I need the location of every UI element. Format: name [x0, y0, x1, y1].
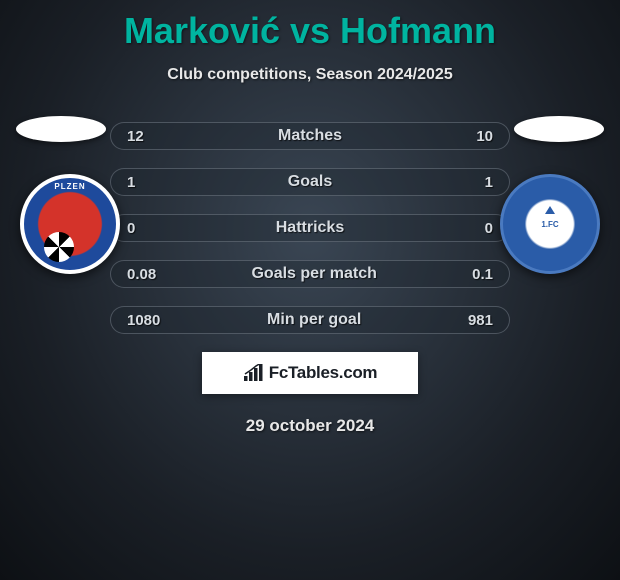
- stat-label: Hattricks: [276, 219, 344, 237]
- team-logo-right: 1.FC: [500, 174, 600, 274]
- stat-label: Matches: [278, 127, 342, 145]
- stat-row: 1080 Min per goal 981: [110, 306, 510, 334]
- brand-text: FcTables.com: [269, 363, 378, 383]
- page-title: Marković vs Hofmann: [0, 0, 620, 52]
- stat-left-value: 0.08: [127, 266, 156, 283]
- stat-row: 0.08 Goals per match 0.1: [110, 260, 510, 288]
- stat-label: Goals: [288, 173, 332, 191]
- team-logo-right-label: 1.FC: [529, 203, 571, 245]
- stat-right-value: 0.1: [472, 266, 493, 283]
- subtitle: Club competitions, Season 2024/2025: [0, 66, 620, 84]
- stat-left-value: 1: [127, 174, 135, 191]
- stat-right-value: 981: [468, 312, 493, 329]
- stat-label: Goals per match: [251, 265, 376, 283]
- stat-left-value: 12: [127, 128, 144, 145]
- stat-left-value: 1080: [127, 312, 160, 329]
- team-logo-left: PLZEN: [20, 174, 120, 274]
- flag-left: [16, 116, 106, 142]
- stat-right-value: 1: [485, 174, 493, 191]
- comparison-panel: PLZEN 1.FC 12 Matches 10 1 Goals 1 0 Hat…: [0, 122, 620, 436]
- brand-chart-icon: [243, 364, 265, 382]
- team-logo-left-label: PLZEN: [54, 182, 85, 191]
- stat-row: 0 Hattricks 0: [110, 214, 510, 242]
- stats-list: 12 Matches 10 1 Goals 1 0 Hattricks 0 0.…: [110, 122, 510, 334]
- date-label: 29 october 2024: [0, 416, 620, 436]
- stat-label: Min per goal: [267, 311, 361, 329]
- stat-right-value: 10: [476, 128, 493, 145]
- stat-row: 1 Goals 1: [110, 168, 510, 196]
- stat-left-value: 0: [127, 220, 135, 237]
- stat-right-value: 0: [485, 220, 493, 237]
- stat-row: 12 Matches 10: [110, 122, 510, 150]
- brand-box: FcTables.com: [202, 352, 418, 394]
- flag-right: [514, 116, 604, 142]
